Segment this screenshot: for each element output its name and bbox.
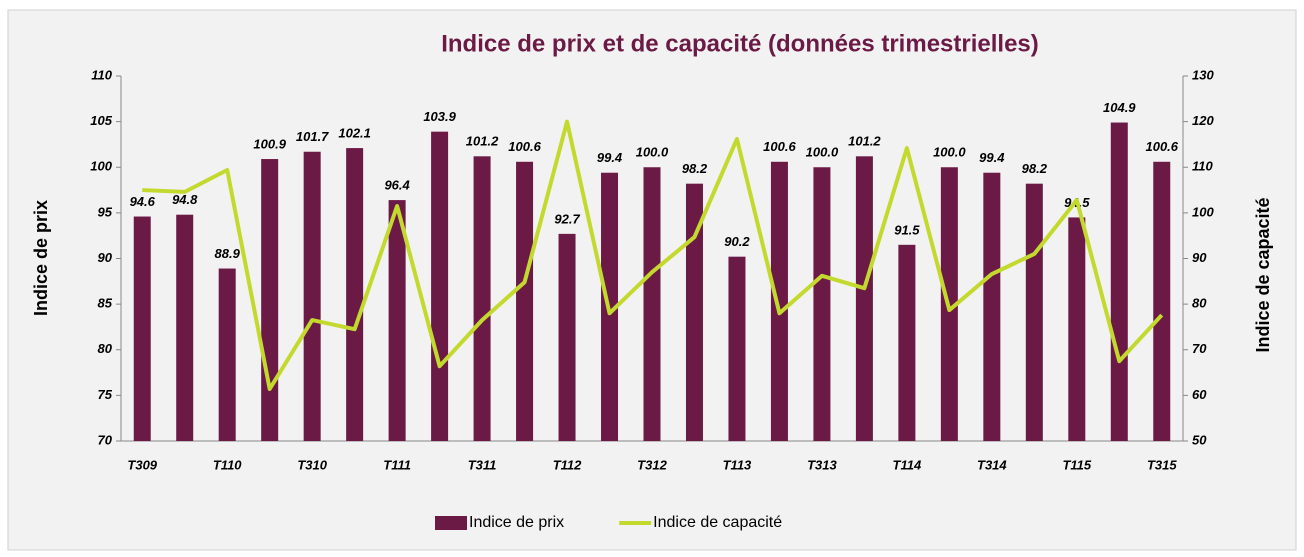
x-tick-label: T312 <box>637 457 667 472</box>
y-tick-label: 105 <box>90 113 112 128</box>
data-label: 88.9 <box>215 246 241 261</box>
bar <box>558 233 576 441</box>
data-label: 100.6 <box>763 139 796 154</box>
data-label: 100.0 <box>806 145 839 160</box>
bar <box>983 172 1001 441</box>
bar <box>855 156 873 442</box>
bar <box>728 256 746 441</box>
bar <box>133 216 151 441</box>
data-label: 90.2 <box>724 234 750 249</box>
data-label: 96.4 <box>384 178 410 193</box>
y-tick-label: 100 <box>90 159 112 174</box>
x-tick-label: T110 <box>213 457 242 472</box>
bar <box>1068 217 1086 441</box>
y-tick-label: 85 <box>98 296 113 311</box>
data-label: 104.9 <box>1103 100 1136 115</box>
bar <box>813 167 831 441</box>
bar <box>1153 161 1171 441</box>
bar <box>261 159 279 441</box>
y2-tick-label: 120 <box>1192 113 1214 128</box>
x-tick-label: T111 <box>383 457 411 472</box>
x-tick-label: T113 <box>723 457 752 472</box>
y2-tick-label: 70 <box>1192 341 1207 356</box>
bar <box>473 156 491 442</box>
line <box>142 119 1164 391</box>
x-tick-label: T112 <box>553 457 582 472</box>
y-tick-label: 70 <box>98 432 113 447</box>
data-label: 99.4 <box>979 150 1005 165</box>
legend-label: Indice de capacité <box>653 514 782 531</box>
bar <box>303 151 321 442</box>
bar <box>346 148 364 441</box>
bar <box>1025 183 1043 442</box>
data-label: 100.9 <box>253 136 286 151</box>
x-tick-label: T313 <box>807 457 837 472</box>
x-tick-label: T114 <box>893 457 922 472</box>
bar <box>643 167 661 441</box>
legend-label: Indice de prix <box>469 514 564 531</box>
y-tick-label: 80 <box>98 341 113 356</box>
bar <box>1110 122 1128 441</box>
data-label: 99.4 <box>597 150 623 165</box>
data-label: 100.6 <box>508 139 541 154</box>
y-tick-label: 110 <box>91 67 112 82</box>
x-tick-label: T309 <box>127 457 157 472</box>
data-label: 92.7 <box>554 211 580 226</box>
data-label: 94.6 <box>130 194 156 209</box>
x-tick-label: T311 <box>468 457 497 472</box>
bar <box>176 214 194 441</box>
chart-title: Indice de prix et de capacité (données t… <box>441 30 1039 57</box>
y2-tick-label: 90 <box>1192 250 1207 265</box>
data-label: 98.2 <box>1022 161 1048 176</box>
data-label: 91.5 <box>894 222 920 237</box>
y2-tick-label: 50 <box>1192 432 1207 447</box>
bar <box>388 200 406 441</box>
data-label: 103.9 <box>423 109 456 124</box>
bar <box>516 161 534 441</box>
y-tick-label: 75 <box>98 387 113 402</box>
x-tick-label: T115 <box>1062 457 1091 472</box>
y-tick-label: 95 <box>98 204 113 219</box>
x-tick-label: T314 <box>977 457 1007 472</box>
x-tick-label: T315 <box>1147 457 1177 472</box>
bar <box>218 268 236 441</box>
data-label: 101.7 <box>296 129 329 144</box>
y2-axis-label: Indice de capacité <box>1253 197 1273 352</box>
data-label: 100.0 <box>636 145 669 160</box>
y2-tick-label: 60 <box>1192 387 1207 402</box>
x-tick-label: T310 <box>297 457 327 472</box>
y2-tick-label: 100 <box>1192 204 1214 219</box>
y-tick-label: 90 <box>98 250 113 265</box>
y-axis-label: Indice de prix <box>31 200 51 316</box>
data-label: 102.1 <box>338 126 371 141</box>
bar <box>898 244 916 441</box>
data-label: 101.2 <box>848 134 881 149</box>
legend-swatch <box>435 516 467 530</box>
data-label: 100.0 <box>933 145 966 160</box>
bar <box>685 183 703 442</box>
bar <box>770 161 788 441</box>
bar <box>431 131 449 441</box>
data-label: 98.2 <box>682 161 708 176</box>
data-label: 100.6 <box>1145 139 1178 154</box>
data-label: 94.8 <box>172 192 198 207</box>
y2-tick-label: 130 <box>1192 67 1214 82</box>
y2-tick-label: 80 <box>1192 296 1207 311</box>
y2-tick-label: 110 <box>1192 159 1213 174</box>
data-label: 101.2 <box>466 134 499 149</box>
